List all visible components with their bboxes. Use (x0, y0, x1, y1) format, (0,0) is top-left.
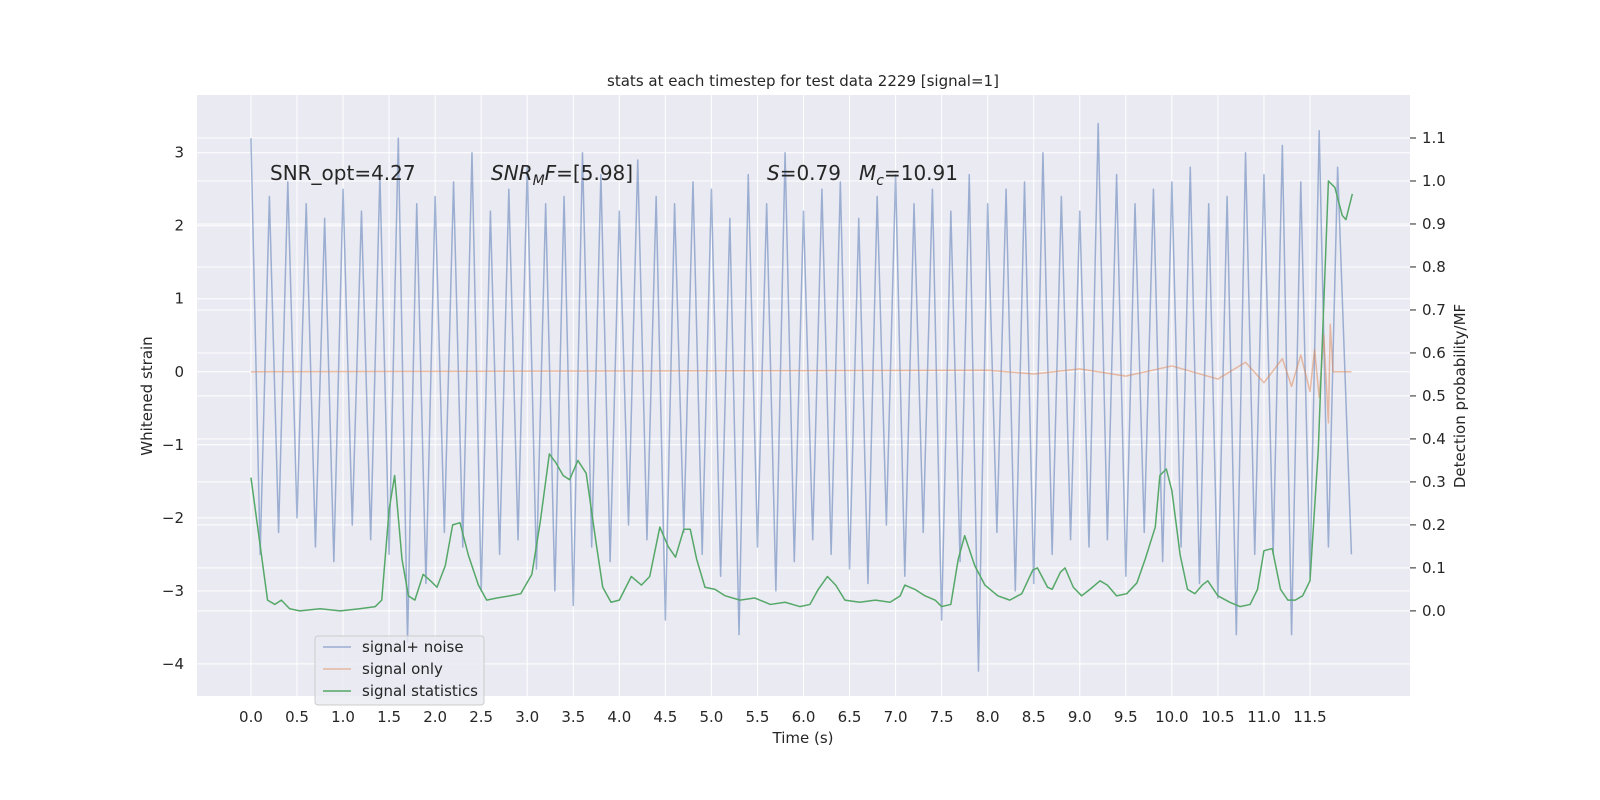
y-tick-label: 0 (174, 363, 184, 381)
annotation-part: S (767, 161, 780, 185)
x-tick-label: 1.5 (377, 708, 401, 726)
x-tick-label: 4.5 (653, 708, 677, 726)
annotations: SNR_opt=4.27 SNRMF=[5.98] S=0.79 Mc=10.91 (270, 161, 958, 189)
legend-label: signal+ noise (362, 638, 464, 656)
x-tick-label: 2.5 (469, 708, 493, 726)
y-axis-label: Whitened strain (138, 336, 156, 455)
annotation-part: SNR_opt=4.27 (270, 161, 416, 185)
annotation-part: F (545, 161, 557, 185)
annotation-part: SNR (491, 161, 533, 185)
y2-tick-label: 1.1 (1422, 129, 1446, 147)
legend-label: signal only (362, 660, 443, 678)
y-tick-label: −1 (162, 436, 184, 454)
x-tick-label: 1.0 (331, 708, 355, 726)
annotation: S=0.79 (767, 161, 841, 185)
chart-title: stats at each timestep for test data 222… (607, 72, 999, 90)
x-tick-label: 6.5 (838, 708, 862, 726)
y-tick-label: −4 (162, 655, 184, 673)
series-line (250, 180, 1354, 612)
annotation-part: =0.79 (780, 161, 841, 185)
x-tick-label: 9.0 (1068, 708, 1092, 726)
y2-tick-label: 0.0 (1422, 602, 1446, 620)
annotation-part: c (876, 173, 884, 189)
y2-tick-label: 0.6 (1422, 344, 1446, 362)
x-tick-label: 11.0 (1247, 708, 1280, 726)
y2-tick-label: 0.7 (1422, 301, 1446, 319)
y2-tick-label: 0.2 (1422, 516, 1446, 534)
x-tick-label: 6.0 (792, 708, 816, 726)
axes: 0.0 0.5 1.0 1.5 2.0 2.5 3.0 3.5 4.0 4.5 5.0 5.5 6.0 6… (162, 129, 1446, 726)
annotation: SNRMF=[5.98] (491, 161, 633, 189)
y-tick-label: 3 (174, 144, 184, 162)
annotation-part: =[5.98] (556, 161, 633, 185)
x-tick-label: 0.5 (285, 708, 309, 726)
x-tick-label: 10.5 (1201, 708, 1234, 726)
x-tick-label: 9.5 (1114, 708, 1138, 726)
y-tick-label: −2 (162, 509, 184, 527)
x-tick-label: 3.5 (561, 708, 585, 726)
legend-box (314, 635, 485, 706)
legend: signal+ noise signal only signal statistic… (314, 635, 485, 706)
y2-tick-label: 0.4 (1422, 430, 1446, 448)
x-tick-label: 3.0 (515, 708, 539, 726)
y2-tick-label: 0.8 (1422, 258, 1446, 276)
x-tick-label: 7.0 (884, 708, 908, 726)
y2-tick-label: 1.0 (1422, 172, 1446, 190)
x-tick-label: 2.0 (423, 708, 447, 726)
x-tick-label: 5.5 (746, 708, 770, 726)
plot-lines (250, 122, 1354, 672)
x-tick-label: 5.0 (699, 708, 723, 726)
y2-tick-label: 0.3 (1422, 473, 1446, 491)
y2-axis-label: Detection probability/MF (1451, 304, 1469, 488)
y2-tick-label: 0.1 (1422, 559, 1446, 577)
x-axis-label: Time (s) (772, 729, 834, 747)
x-tick-label: 7.5 (930, 708, 954, 726)
x-tick-label: 10.0 (1155, 708, 1188, 726)
annotation: SNR_opt=4.27 (270, 161, 416, 185)
x-tick-label: 8.0 (976, 708, 1000, 726)
y-tick-label: −3 (162, 582, 184, 600)
x-tick-label: 11.5 (1293, 708, 1326, 726)
y-tick-label: 2 (174, 217, 184, 235)
y2-tick-label: 0.9 (1422, 215, 1446, 233)
annotation-part: M (533, 173, 545, 189)
annotation-part: M (859, 161, 876, 185)
series-line (250, 122, 1353, 672)
y-tick-label: 1 (174, 290, 184, 308)
series-line (250, 323, 1352, 424)
legend-label: signal statistics (362, 682, 478, 700)
annotation-part: =10.91 (884, 161, 958, 185)
y2-tick-label: 0.5 (1422, 387, 1446, 405)
x-tick-label: 4.0 (607, 708, 631, 726)
annotation: Mc=10.91 (859, 161, 958, 189)
x-tick-label: 0.0 (239, 708, 263, 726)
x-tick-label: 8.5 (1022, 708, 1046, 726)
